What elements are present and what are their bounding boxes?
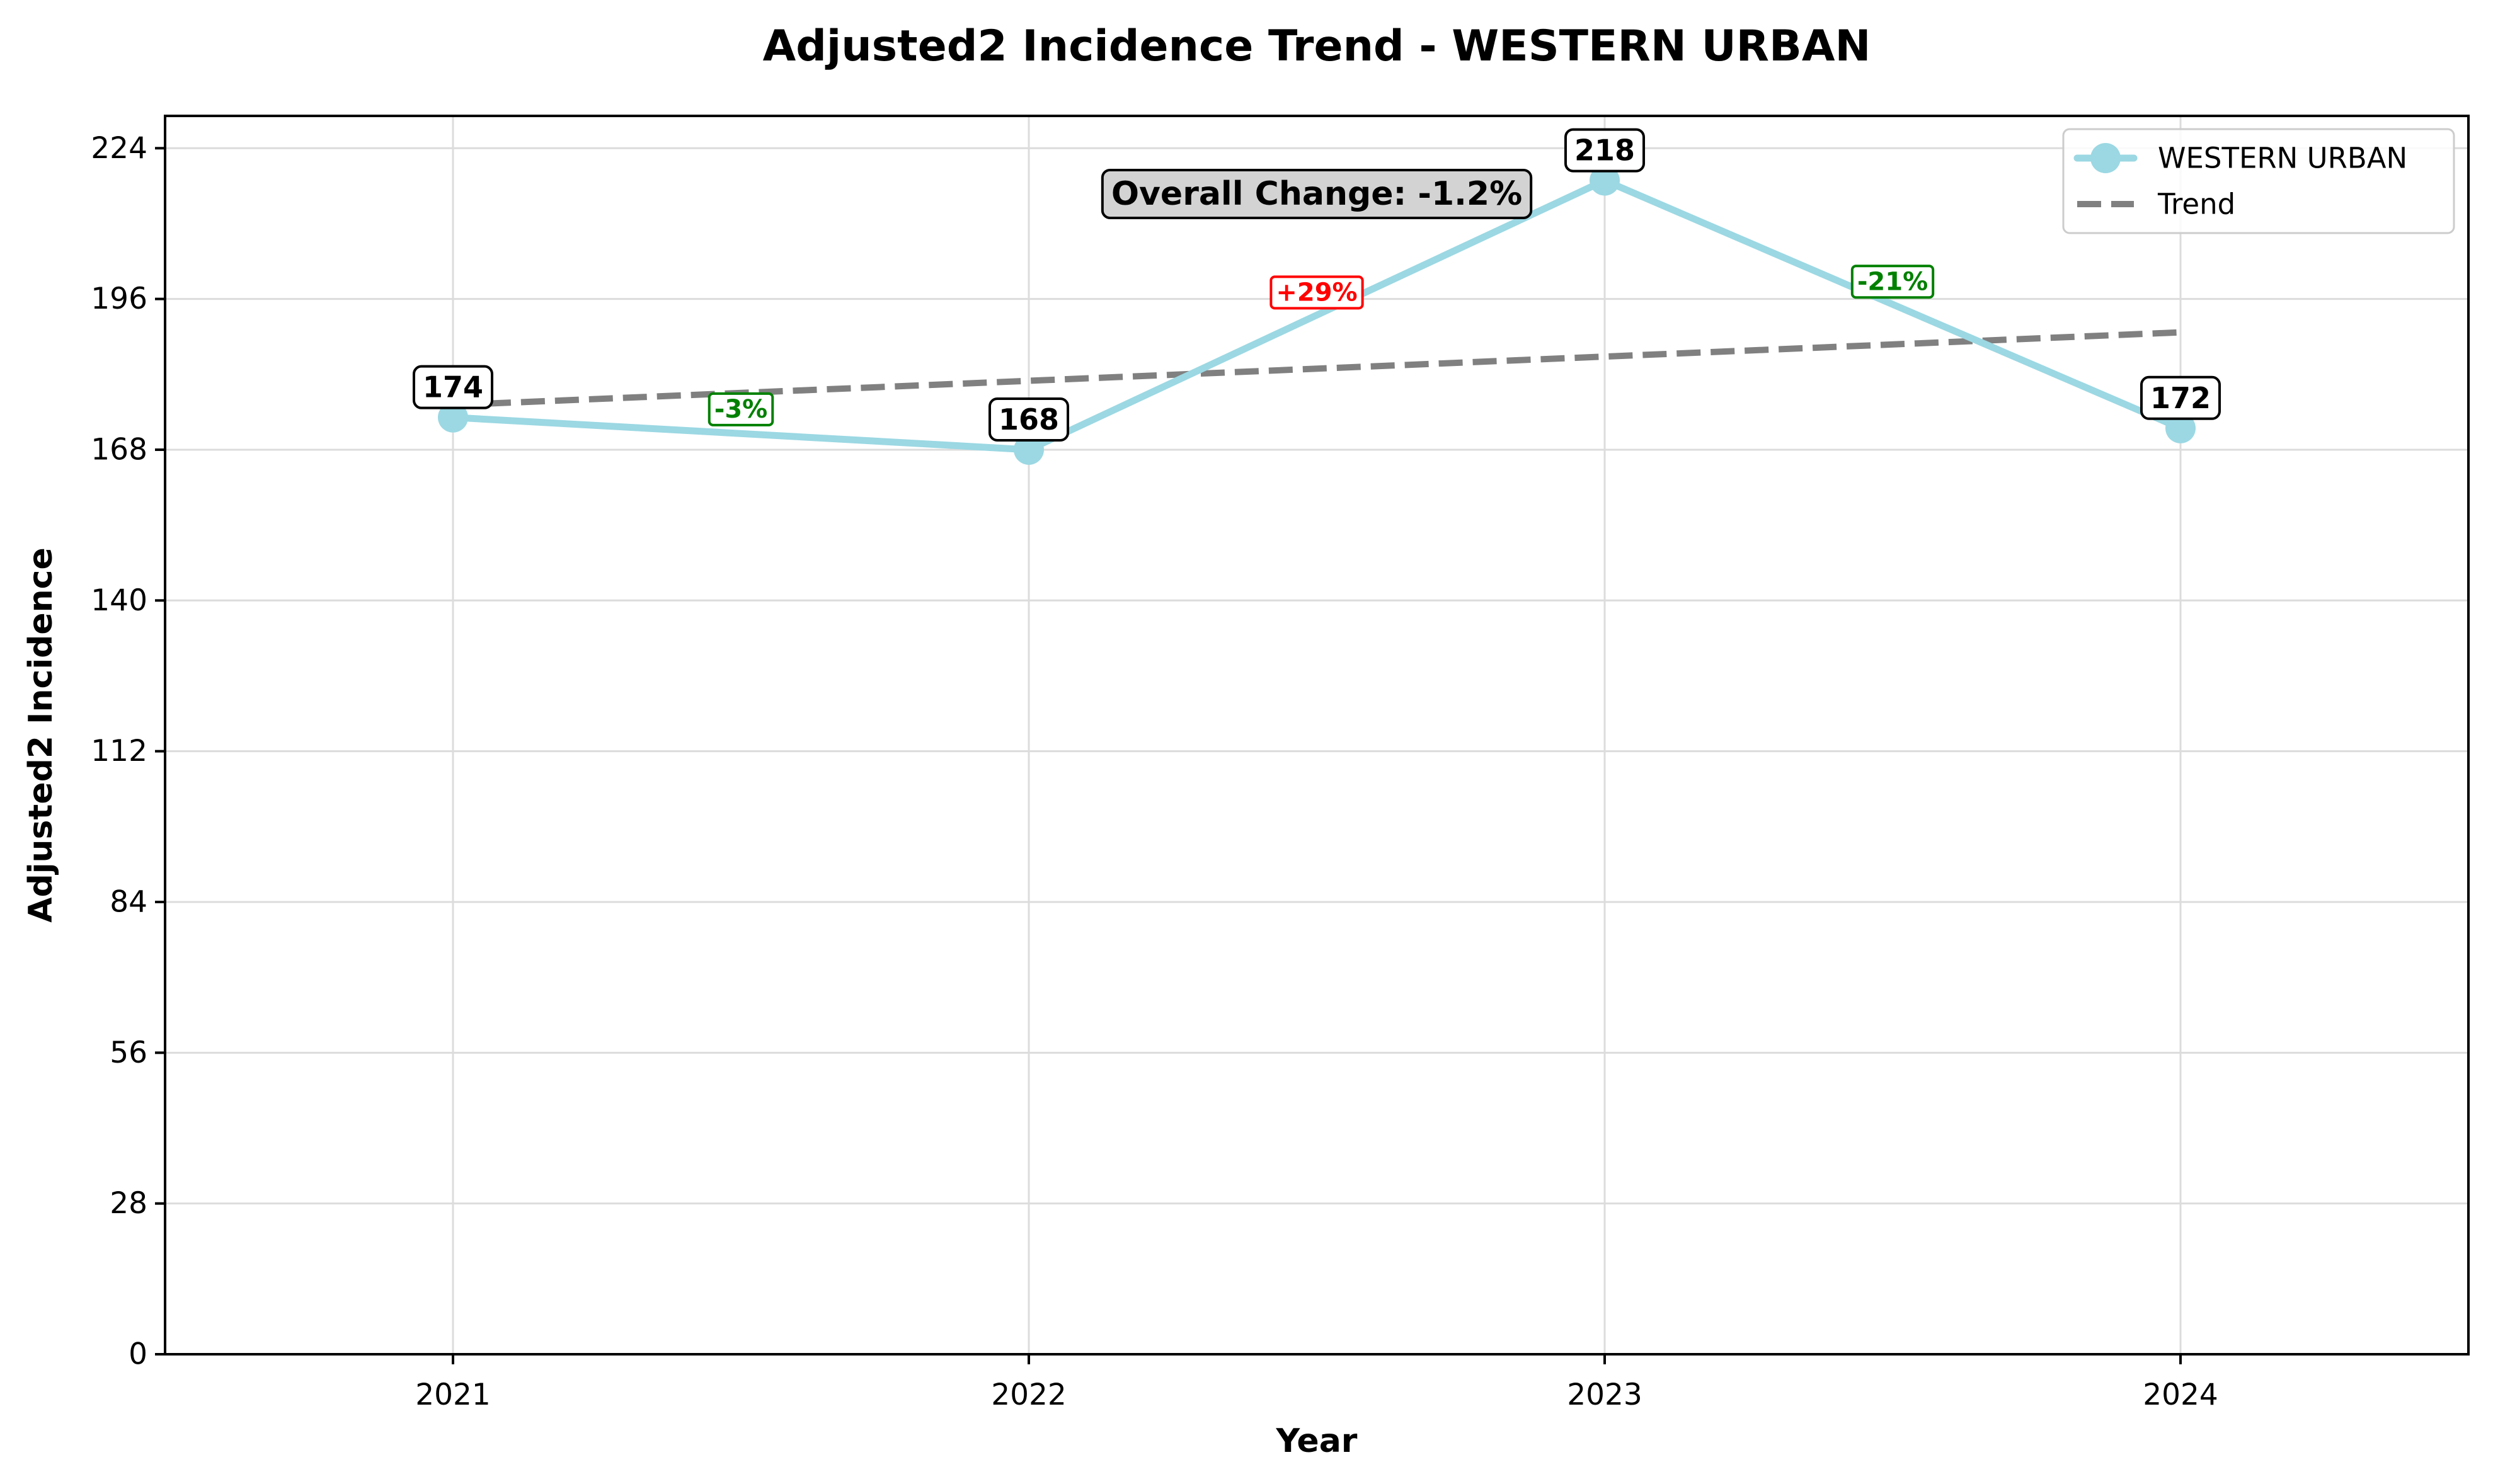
legend: WESTERN URBAN Trend [2062, 128, 2455, 234]
data-label-box [412, 365, 494, 409]
data-label-box [2140, 375, 2221, 420]
y-tick-label: 196 [91, 282, 147, 316]
legend-series-marker [2090, 143, 2121, 173]
data-label: 168 [988, 397, 1070, 442]
change-label-text: -3% [714, 395, 768, 424]
y-tick-label: 168 [91, 432, 147, 467]
y-tick-label: 84 [110, 884, 147, 919]
change-label: -21% [1850, 265, 1935, 299]
change-label: +29% [1269, 275, 1364, 310]
y-tick-label: 112 [91, 734, 147, 768]
change-label-text: +29% [1276, 278, 1357, 307]
x-tick-label: 2022 [991, 1378, 1067, 1412]
y-tick-label: 56 [110, 1036, 147, 1070]
data-point [438, 402, 468, 433]
annotation-layer: 174 168 218 172 -3% +29% -21% Overall Change: -… [412, 128, 2221, 442]
data-label-box [988, 397, 1070, 442]
x-tick-label: 2021 [415, 1378, 491, 1412]
series-layer [438, 165, 2196, 465]
data-label: 174 [412, 365, 494, 409]
y-axis-label: Adjusted2 Incidence [22, 547, 60, 923]
data-point [2165, 413, 2196, 443]
y-tick-label: 28 [110, 1186, 147, 1221]
change-label-box [708, 392, 774, 426]
legend-frame [2062, 128, 2455, 234]
y-tick-label: 224 [91, 131, 147, 166]
overall-change-label-box [1101, 168, 1533, 219]
data-point [1590, 165, 1620, 196]
grid-layer [165, 116, 2468, 1356]
y-tick-label: 0 [129, 1337, 147, 1372]
overall-change-label: Overall Change: -1.2% [1101, 168, 1533, 219]
y-tick-label: 140 [91, 583, 147, 618]
chart-title: Adjusted2 Incidence Trend - WESTERN URBA… [763, 21, 1871, 71]
tick-layer: 0 28 56 84 112 140 168 196 224 2021 2022 2023 2024 [91, 131, 2218, 1412]
change-label: -3% [708, 392, 774, 426]
series-line [449, 177, 2184, 454]
x-axis-label: Year [1276, 1422, 1358, 1460]
x-tick-label: 2024 [2143, 1378, 2218, 1412]
legend-trend-label: Trend [2157, 188, 2235, 221]
plot-frame [164, 115, 2470, 1356]
data-point [1014, 434, 1044, 465]
data-label-text: 172 [2150, 381, 2211, 415]
legend-series-label: WESTERN URBAN [2158, 142, 2407, 175]
data-label-text: 174 [423, 370, 483, 404]
change-label-box [1850, 265, 1935, 299]
data-label-text: 168 [999, 402, 1059, 437]
data-label-box [1564, 128, 1646, 173]
change-label-text: -21% [1857, 267, 1928, 296]
data-label: 172 [2140, 375, 2221, 420]
data-label: 218 [1564, 128, 1646, 173]
change-label-box [1269, 275, 1364, 310]
overall-change-label-text: Overall Change: -1.2% [1111, 175, 1522, 213]
x-tick-label: 2023 [1567, 1378, 1642, 1412]
data-label-text: 218 [1574, 134, 1635, 168]
